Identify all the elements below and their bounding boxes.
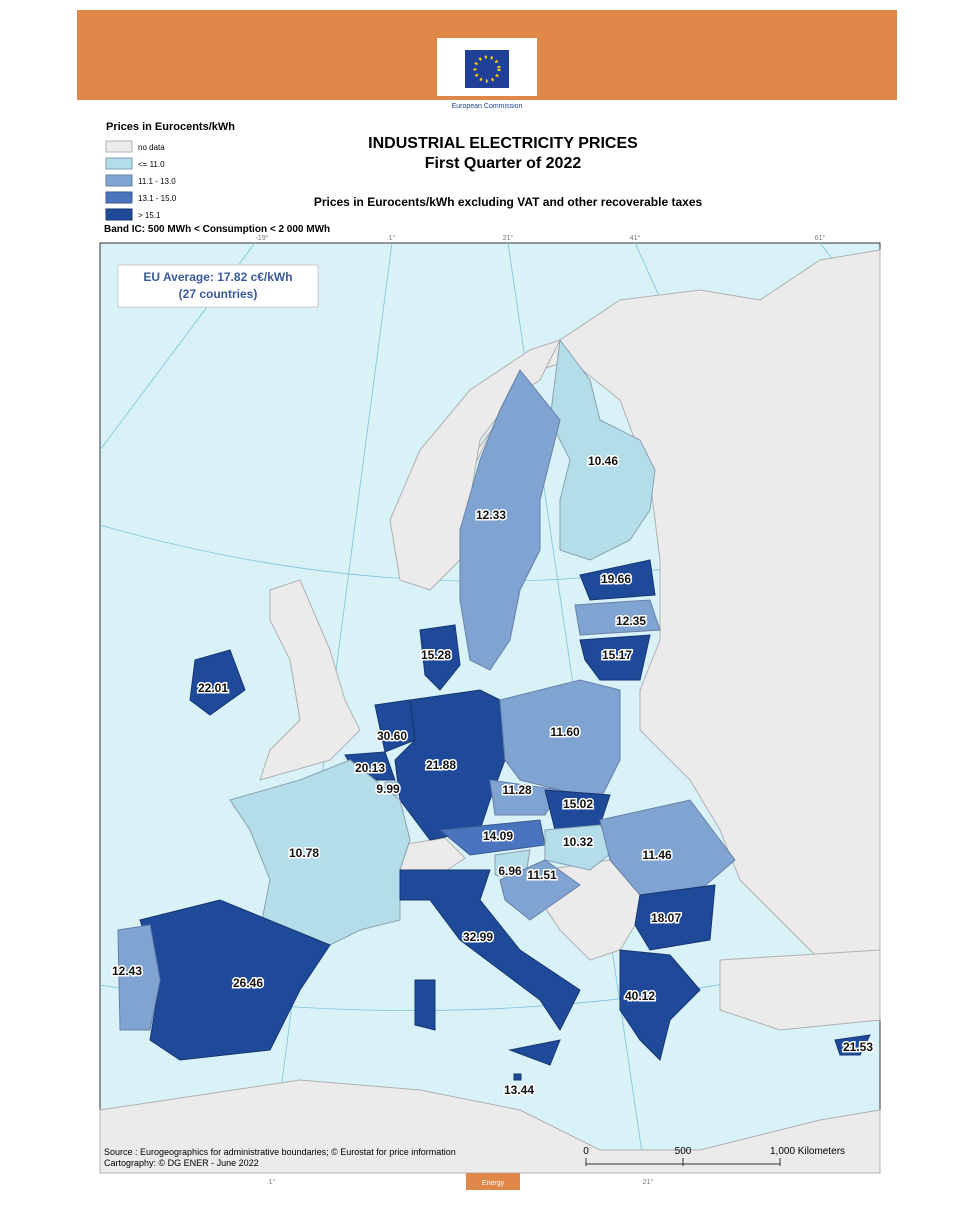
portugal — [117, 924, 161, 1031]
price-label: 12.35 — [616, 614, 646, 628]
price-label: 10.46 — [588, 454, 618, 468]
sweden — [459, 369, 561, 671]
legend-label: <= 11.0 — [138, 160, 165, 169]
price-label: 11.51 — [527, 868, 557, 882]
estonia — [579, 559, 656, 601]
title: INDUSTRIAL ELECTRICITY PRICES — [368, 135, 638, 152]
logo-stars — [473, 55, 501, 83]
legend-label: 13.1 - 15.0 — [138, 194, 177, 203]
turkey — [719, 949, 881, 1031]
eu-average: EU Average: 17.82 c€/kWh — [143, 270, 292, 284]
price-label: 11.46 — [642, 848, 672, 862]
price-label: 11.28 — [502, 783, 532, 797]
price-label: 32.99 — [463, 930, 493, 944]
price-label: 22.01 — [198, 681, 228, 695]
graticule-label: -19° — [256, 234, 269, 242]
legend-label: no data — [138, 143, 165, 152]
graticule-label: 1° — [269, 1178, 276, 1186]
spain — [139, 899, 331, 1061]
graticule-label: 1° — [389, 234, 396, 242]
price-label: 9.99 — [376, 782, 400, 796]
france — [229, 759, 411, 951]
countries — [117, 338, 871, 1081]
price-label: 30.60 — [377, 729, 407, 743]
price-label: 26.46 — [233, 976, 263, 990]
eu-average-box — [117, 264, 319, 308]
ireland — [189, 649, 246, 716]
price-label: 11.60 — [550, 725, 580, 739]
cyprus — [834, 1034, 871, 1056]
legend-swatch — [105, 174, 133, 187]
source: Source : Eurogeographics for administrat… — [104, 1147, 456, 1157]
legend-swatch — [105, 208, 133, 221]
price-label: 19.66 — [601, 572, 631, 586]
price-label: 21.53 — [843, 1040, 873, 1054]
graticule-label: 61° — [815, 234, 826, 242]
price-label: 12.43 — [112, 964, 142, 978]
band-note: Band IC: 500 MWh < Consumption < 2 000 M… — [104, 224, 330, 235]
denmark — [419, 624, 461, 691]
eastern-europe — [439, 249, 881, 1001]
price-label: 10.78 — [289, 846, 319, 860]
price-label: 6.96 — [498, 864, 522, 878]
price-label: 40.12 — [625, 989, 655, 1003]
legend-swatch — [105, 157, 133, 170]
price-labels: 10.46 12.33 19.66 12.35 15.17 15.28 22.01 30.60… — [110, 453, 874, 1099]
eu-average: (27 countries) — [179, 287, 258, 301]
price-label: 15.17 — [602, 648, 632, 662]
footer-tab — [466, 1173, 520, 1190]
price-label: 18.07 — [651, 911, 681, 925]
scale-label: 500 — [675, 1146, 692, 1157]
footer-tab-text: Energy — [482, 1180, 505, 1187]
czechia — [489, 779, 561, 816]
price-label: 14.09 — [483, 829, 513, 843]
price-label: 13.44 — [504, 1083, 534, 1097]
no-data-land — [99, 249, 881, 1174]
sicily — [508, 1039, 561, 1066]
graticule-label: 21° — [643, 1178, 654, 1186]
lithuania — [579, 634, 651, 681]
price-label: 10.32 — [563, 835, 593, 849]
legend-swatch — [105, 140, 133, 153]
price-label: 20.13 — [355, 761, 385, 775]
source: Cartography: © DG ENER - June 2022 — [104, 1158, 259, 1168]
great-britain — [259, 579, 361, 781]
legend-label: > 15.1 — [138, 211, 161, 220]
croatia — [499, 859, 581, 921]
hungary — [544, 824, 616, 871]
title: First Quarter of 2022 — [425, 155, 582, 172]
graticule-label: 21° — [503, 234, 514, 242]
latvia — [574, 599, 661, 636]
legend-label: 11.1 - 13.0 — [138, 177, 176, 186]
price-label: 21.88 — [426, 758, 456, 772]
graticule-label: 41° — [630, 234, 641, 242]
sardinia — [414, 979, 436, 1031]
scale-label: 1,000 Kilometers — [770, 1146, 845, 1157]
price-label: 12.33 — [476, 508, 506, 522]
greece — [619, 949, 701, 1061]
italy — [399, 869, 581, 1031]
north-africa — [99, 1079, 881, 1174]
price-label: 15.02 — [563, 797, 593, 811]
logo-text: European Commission — [452, 103, 523, 110]
legend-title: Prices in Eurocents/kWh — [106, 121, 235, 133]
price-label: 15.28 — [421, 648, 451, 662]
netherlands — [374, 699, 416, 753]
scale-label: 0 — [583, 1146, 589, 1157]
malta — [513, 1073, 522, 1081]
legend-swatch — [105, 191, 133, 204]
bulgaria — [634, 884, 716, 951]
subtitle: Prices in Eurocents/kWh excluding VAT an… — [314, 195, 703, 209]
